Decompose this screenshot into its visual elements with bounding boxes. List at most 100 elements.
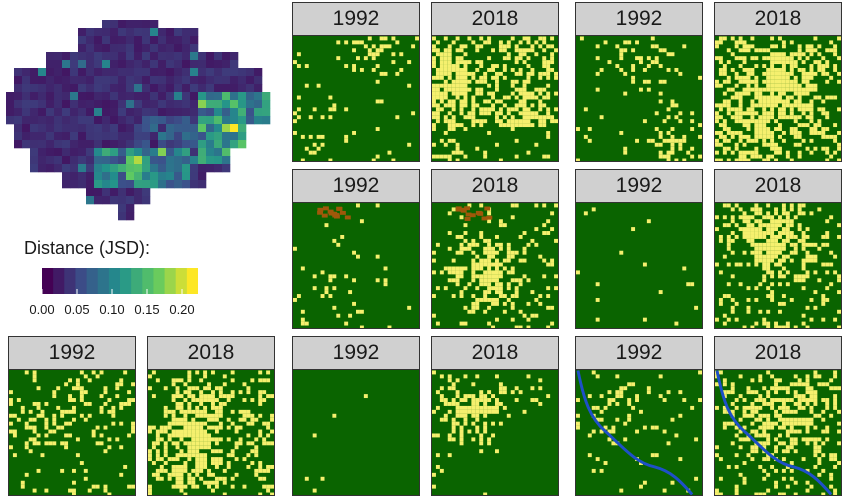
cleared-pixel [203,398,208,402]
cleared-pixel [742,231,747,235]
cleared-pixel [320,134,325,139]
cleared-pixel [443,401,448,406]
cleared-pixel [483,492,488,495]
cleared-pixel [805,417,810,422]
map-cell [30,116,39,125]
cleared-pixel [778,274,782,279]
cleared-pixel [766,231,771,235]
cleared-pixel [199,425,204,430]
cleared-pixel [479,441,484,446]
map-cell [62,140,71,149]
cleared-pixel [742,44,747,49]
cleared-pixel [514,71,519,76]
cleared-pixel [475,413,480,418]
cleared-pixel [304,64,309,68]
cleared-pixel [487,219,492,224]
cleared-pixel [336,242,341,247]
legend-tick: 0.15 [134,302,160,317]
cleared-pixel [801,238,806,243]
cleared-pixel [447,374,452,379]
cleared-pixel [813,36,818,41]
cleared-pixel [526,111,531,116]
cleared-pixel [258,370,263,375]
cleared-pixel [715,44,719,49]
cleared-pixel [64,382,69,387]
cleared-pixel [766,99,771,104]
cleared-pixel [24,425,29,430]
map-cell [126,204,135,213]
cleared-pixel [758,413,763,418]
cleared-pixel [837,234,841,239]
cleared-pixel [742,67,747,72]
map-cell [54,116,63,125]
cleared-pixel [526,48,531,53]
cleared-pixel [654,111,659,116]
cleared-pixel [837,71,841,76]
cleared-pixel [785,223,790,228]
cleared-pixel [650,36,655,41]
cleared-pixel [715,111,719,116]
cleared-pixel [20,484,25,489]
map-cell [222,132,231,141]
cleared-pixel [718,158,723,161]
cleared-pixel [825,425,830,430]
cleared-pixel [352,301,356,306]
cleared-pixel [774,437,778,442]
cleared-pixel [498,270,503,275]
cleared-pixel [455,282,460,287]
cleared-pixel [467,429,472,434]
cleared-pixel [781,67,786,72]
cleared-pixel [159,457,164,462]
cleared-pixel [44,441,49,446]
cleared-pixel [175,453,180,458]
cleared-pixel [805,386,810,391]
panel-year-label: 2018 [714,169,842,203]
cleared-pixel [471,95,476,100]
cleared-pixel [778,234,782,239]
cleared-pixel [495,282,499,287]
cleared-pixel [690,405,695,410]
cleared-pixel [587,433,592,438]
cleared-pixel [514,398,519,402]
cleared-pixel [522,103,527,108]
cleared-pixel [718,36,723,41]
cleared-pixel [821,294,826,298]
cleared-pixel [459,413,464,418]
cleared-pixel [222,468,227,473]
cleared-pixel [742,227,747,232]
cleared-pixel [463,103,468,108]
cleared-pixel [774,386,778,391]
cleared-pixel [715,227,719,232]
map-cell [206,124,215,133]
cleared-pixel [526,123,531,128]
legend-color-step [86,268,99,294]
legend-color-step [186,268,198,294]
map-cell [174,148,183,157]
cleared-pixel [127,390,132,395]
cleared-pixel [127,433,132,438]
landcover-map [431,36,559,162]
cleared-pixel [542,231,547,235]
cleared-pixel [471,278,476,283]
cleared-pixel [813,464,818,469]
cleared-pixel [471,111,476,116]
cleared-pixel [79,386,84,391]
cleared-pixel [821,127,826,131]
map-cell [150,116,159,125]
cleared-pixel [789,445,794,450]
map-cell [230,76,239,85]
cleared-pixel [487,250,492,255]
cleared-pixel [344,134,349,139]
cleared-pixel [459,75,464,80]
map-cell [126,108,135,117]
map-cell [238,92,247,101]
cleared-pixel [801,71,806,76]
cleared-pixel [432,270,436,275]
cleared-pixel [83,417,88,422]
cleared-pixel [226,425,231,430]
cleared-pixel [785,234,790,239]
cleared-pixel [607,401,612,406]
cleared-pixel [722,254,727,259]
map-cell [94,44,103,53]
cleared-pixel [475,409,480,414]
